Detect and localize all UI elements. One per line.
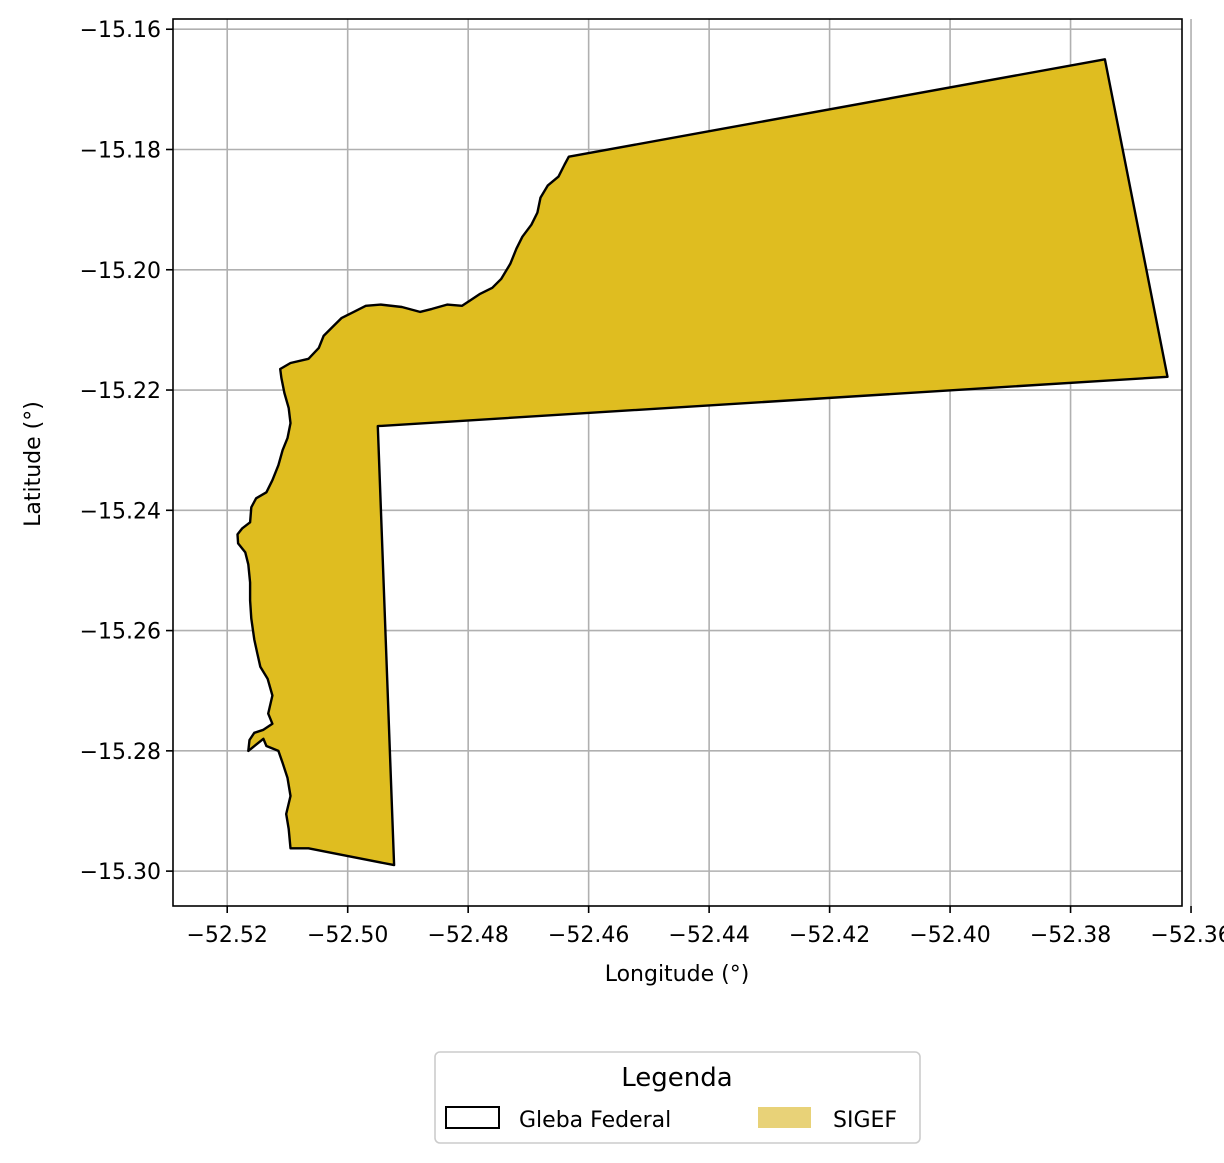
y-axis-ticks: −15.16 −15.18 −15.20 −15.22 −15.24 −15.26 −15.… — [80, 18, 173, 885]
x-tick-label: −52.40 — [909, 923, 990, 948]
axes-frame — [172, 18, 1183, 907]
y-tick-label: −15.30 — [80, 860, 161, 885]
x-axis-label: Longitude (°) — [605, 962, 750, 987]
y-tick-label: −15.16 — [80, 18, 161, 43]
sigef-parcel-polygon — [236, 58, 1169, 867]
legend-title: Legenda — [621, 1063, 732, 1093]
x-tick-label: −52.50 — [307, 923, 388, 948]
legend-swatch-sigef — [758, 1107, 811, 1128]
y-tick-label: −15.24 — [80, 499, 161, 524]
legend-label-sigef: SIGEF — [833, 1108, 897, 1133]
legend-swatch-gleba-federal — [445, 1106, 500, 1129]
x-tick-label: −52.46 — [548, 923, 629, 948]
x-axis-ticks: −52.52 −52.50 −52.48 −52.46 −52.44 −52.42 −52.… — [187, 906, 1224, 948]
y-axis-label: Latitude (°) — [21, 401, 46, 527]
y-tick-label: −15.28 — [80, 740, 161, 765]
x-tick-label: −52.42 — [789, 923, 870, 948]
x-tick-label: −52.44 — [668, 923, 749, 948]
legend: Legenda Gleba Federal SIGEF — [434, 1051, 921, 1144]
y-tick-label: −15.22 — [80, 379, 161, 404]
plot-area — [172, 18, 1192, 907]
y-tick-label: −15.18 — [80, 138, 161, 163]
x-tick-label: −52.48 — [427, 923, 508, 948]
x-tick-label: −52.52 — [187, 923, 268, 948]
y-tick-label: −15.20 — [80, 259, 161, 284]
y-tick-label: −15.26 — [80, 620, 161, 645]
x-tick-label: −52.36 — [1150, 923, 1224, 948]
x-tick-label: −52.38 — [1030, 923, 1111, 948]
legend-label-gleba-federal: Gleba Federal — [519, 1108, 671, 1133]
parcel-layer — [236, 58, 1169, 867]
